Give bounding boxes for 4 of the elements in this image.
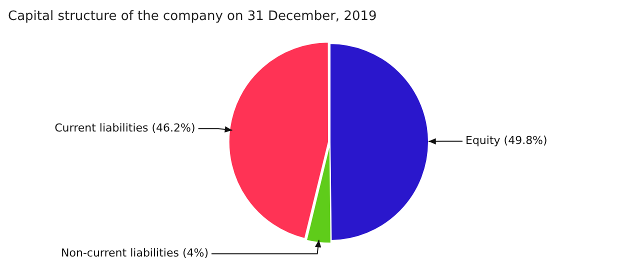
chart-title: Capital structure of the company on 31 December, 2019 xyxy=(8,8,378,26)
slice-label: Non-current liabilities (4%) xyxy=(61,246,208,260)
slice-label: Current liabilities (46.2%) xyxy=(54,121,196,134)
slice-label: Equity (49.8%) xyxy=(466,134,548,148)
